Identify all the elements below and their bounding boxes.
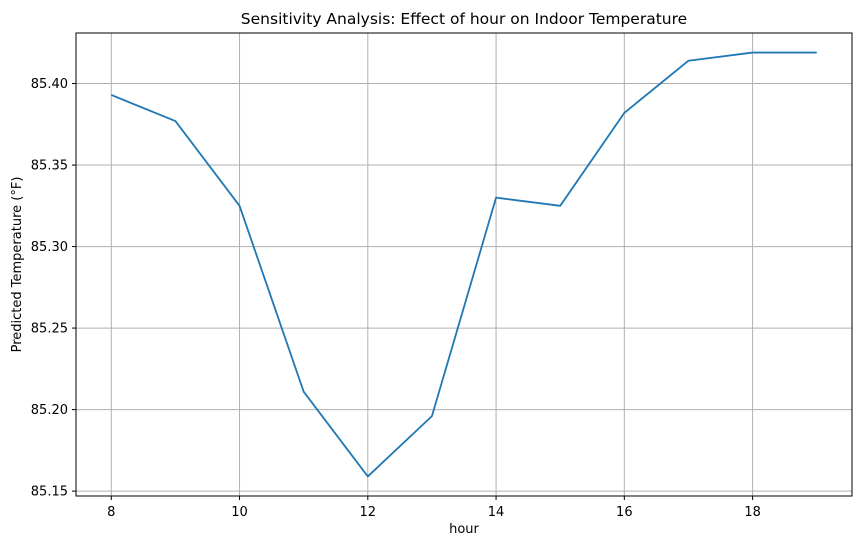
y-tick-label: 85.30 (31, 240, 68, 255)
y-tick-label: 85.35 (31, 159, 68, 174)
y-tick-label: 85.40 (31, 77, 68, 92)
plot-frame (75, 32, 853, 497)
y-axis-label: Predicted Temperature (°F) (10, 177, 25, 353)
x-tick-label: 16 (616, 505, 633, 520)
series-line (110, 51, 817, 478)
axis-ticks: 8 10 12 14 16 18 85.15 85.20 85.25 85.30 85.35 85.4… (31, 77, 761, 520)
series-layer (110, 51, 817, 478)
y-tick-label: 85.25 (31, 322, 68, 337)
y-tick-label: 85.20 (31, 403, 68, 418)
chart-title: Sensitivity Analysis: Effect of hour on … (241, 10, 687, 28)
x-tick-label: 10 (231, 505, 248, 520)
x-axis-label: hour (449, 522, 479, 537)
grid-lines (76, 33, 852, 496)
x-tick-label: 12 (360, 505, 377, 520)
x-tick-label: 8 (107, 505, 115, 520)
x-tick-label: 14 (488, 505, 505, 520)
x-tick-label: 18 (744, 505, 761, 520)
y-tick-label: 85.15 (31, 485, 68, 500)
